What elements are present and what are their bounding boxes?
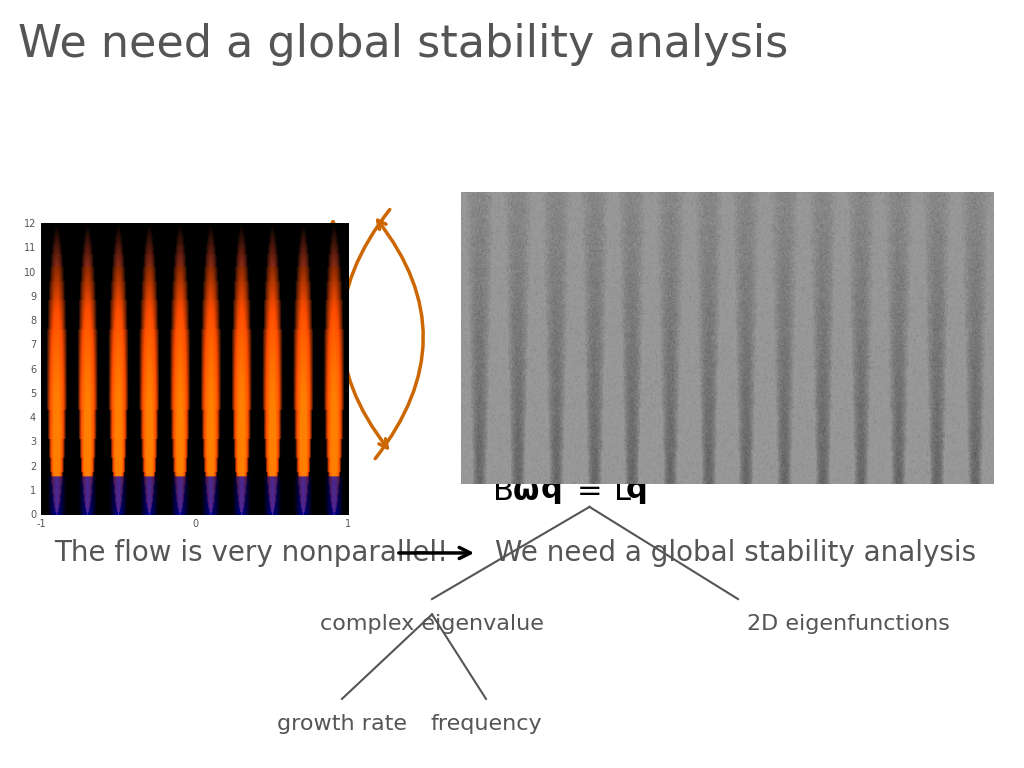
- Text: The flow is very nonparallel!: The flow is very nonparallel!: [54, 539, 449, 567]
- Text: B$\mathbf{\omega}$: B$\mathbf{\omega}$: [492, 477, 540, 506]
- Text: We need a global stability analysis: We need a global stability analysis: [495, 539, 976, 567]
- FancyArrowPatch shape: [375, 220, 423, 458]
- Text: We need a global stability analysis: We need a global stability analysis: [18, 23, 788, 66]
- Text: $\mathbf{q}$: $\mathbf{q}$: [540, 477, 561, 506]
- Text: frequency: frequency: [430, 714, 542, 734]
- FancyArrowPatch shape: [342, 210, 390, 448]
- Text: $\mathbf{q}$: $\mathbf{q}$: [626, 477, 647, 506]
- Text: growth rate: growth rate: [278, 714, 407, 734]
- Text: complex eigenvalue: complex eigenvalue: [321, 614, 544, 634]
- Text: 2D eigenfunctions: 2D eigenfunctions: [746, 614, 950, 634]
- Text: $= \,$L: $= \,$L: [571, 477, 633, 506]
